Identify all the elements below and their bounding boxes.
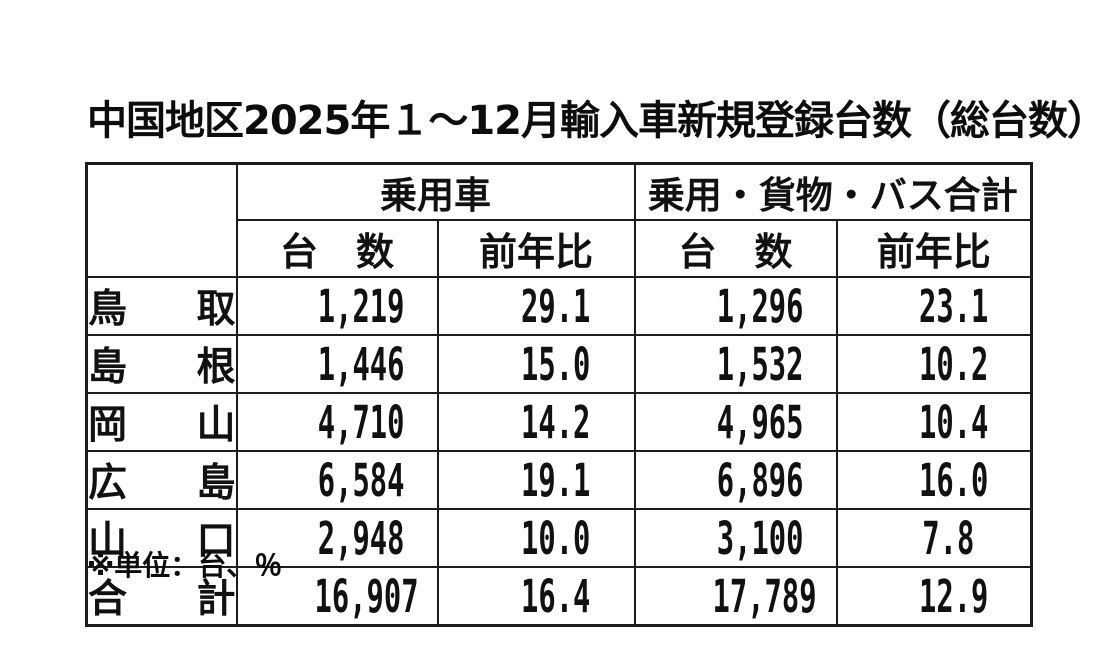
yoy-number: 10.2 — [918, 337, 988, 391]
yoy-value: 14.2 — [436, 392, 636, 452]
prefecture-label: 岡 山 — [85, 392, 238, 452]
units-value: 4,710 — [235, 392, 439, 452]
yoy-value: 15.0 — [436, 334, 636, 394]
row-shimane: 島 根 1,446 15.0 1,532 10.2 — [85, 334, 1033, 394]
units-number: 1,219 — [318, 279, 405, 333]
page-title: 中国地区2025年１～12月輸入車新規登録台数（総台数） — [87, 98, 1107, 144]
corner-cell — [85, 162, 238, 278]
units-value: 16,907 — [235, 566, 439, 627]
units-value: 6,584 — [235, 450, 439, 510]
units-value: 1,446 — [235, 334, 439, 394]
yoy-value: 23.1 — [835, 276, 1033, 336]
units-number: 4,965 — [716, 395, 804, 449]
units-value: 17,789 — [633, 566, 838, 627]
subheader-passenger-yoy: 前年比 — [436, 219, 636, 278]
units-number: 4,710 — [318, 395, 405, 449]
yoy-number: 10.4 — [918, 395, 988, 449]
yoy-number: 12.9 — [918, 569, 988, 623]
prefecture-label: 山 口 — [85, 508, 238, 568]
row-yamaguchi: 山 口 2,948 10.0 3,100 7.8 — [85, 508, 1033, 568]
yoy-value: 7.8 — [835, 508, 1033, 568]
subheader-total-yoy: 前年比 — [835, 219, 1033, 278]
units-number: 3,100 — [716, 511, 804, 565]
row-okayama: 岡 山 4,710 14.2 4,965 10.4 — [85, 392, 1033, 452]
unit-footnote: ※単位：台、％ — [87, 549, 283, 582]
yoy-value: 16.0 — [835, 450, 1033, 510]
yoy-number: 10.0 — [520, 511, 591, 565]
units-number: 6,584 — [318, 453, 405, 507]
yoy-number: 23.1 — [918, 279, 988, 333]
prefecture-label: 広 島 — [85, 450, 238, 510]
group-header-total: 乗用・貨物・バス合計 — [633, 162, 1033, 221]
row-total: 合 計 16,907 16.4 17,789 12.9 — [85, 566, 1033, 627]
yoy-number: 29.1 — [520, 279, 591, 333]
units-value: 1,219 — [235, 276, 439, 336]
units-value: 1,532 — [633, 334, 838, 394]
yoy-value: 29.1 — [436, 276, 636, 336]
units-value: 1,296 — [633, 276, 838, 336]
yoy-value: 10.2 — [835, 334, 1033, 394]
units-value: 3,100 — [633, 508, 838, 568]
yoy-number: 19.1 — [520, 453, 591, 507]
yoy-value: 10.0 — [436, 508, 636, 568]
yoy-value: 19.1 — [436, 450, 636, 510]
group-header-row: 乗用車 乗用・貨物・バス合計 — [85, 162, 1033, 278]
registration-table: 乗用車 乗用・貨物・バス合計 台 数 前年比 台 数 前年比 鳥 取 1,219… — [85, 162, 1033, 627]
group-header-passenger: 乗用車 — [235, 162, 636, 221]
units-number: 1,296 — [716, 279, 804, 333]
units-number: 1,532 — [716, 337, 804, 391]
yoy-number: 15.0 — [520, 337, 591, 391]
sub-header-row: 台 数 前年比 台 数 前年比 — [87, 219, 1033, 278]
prefecture-label: 合 計 — [85, 566, 238, 627]
subheader-total-units: 台 数 — [633, 219, 838, 278]
yoy-number: 7.8 — [922, 511, 975, 565]
units-number: 17,789 — [712, 569, 817, 623]
yoy-value: 10.4 — [835, 392, 1033, 452]
prefecture-label: 鳥 取 — [85, 276, 238, 336]
units-number: 16,907 — [314, 569, 419, 623]
units-number: 6,896 — [716, 453, 804, 507]
units-value: 2,948 — [235, 508, 439, 568]
subheader-passenger-units: 台 数 — [235, 219, 439, 278]
yoy-number: 14.2 — [520, 395, 591, 449]
row-tottori: 鳥 取 1,219 29.1 1,296 23.1 — [85, 276, 1033, 336]
prefecture-label: 島 根 — [85, 334, 238, 394]
units-value: 6,896 — [633, 450, 838, 510]
units-number: 1,446 — [318, 337, 405, 391]
yoy-value: 12.9 — [835, 566, 1033, 627]
units-number: 2,948 — [318, 511, 405, 565]
units-value: 4,965 — [633, 392, 838, 452]
yoy-value: 16.4 — [436, 566, 636, 627]
yoy-number: 16.4 — [520, 569, 591, 623]
yoy-number: 16.0 — [918, 453, 988, 507]
row-hiroshima: 広 島 6,584 19.1 6,896 16.0 — [85, 450, 1033, 510]
